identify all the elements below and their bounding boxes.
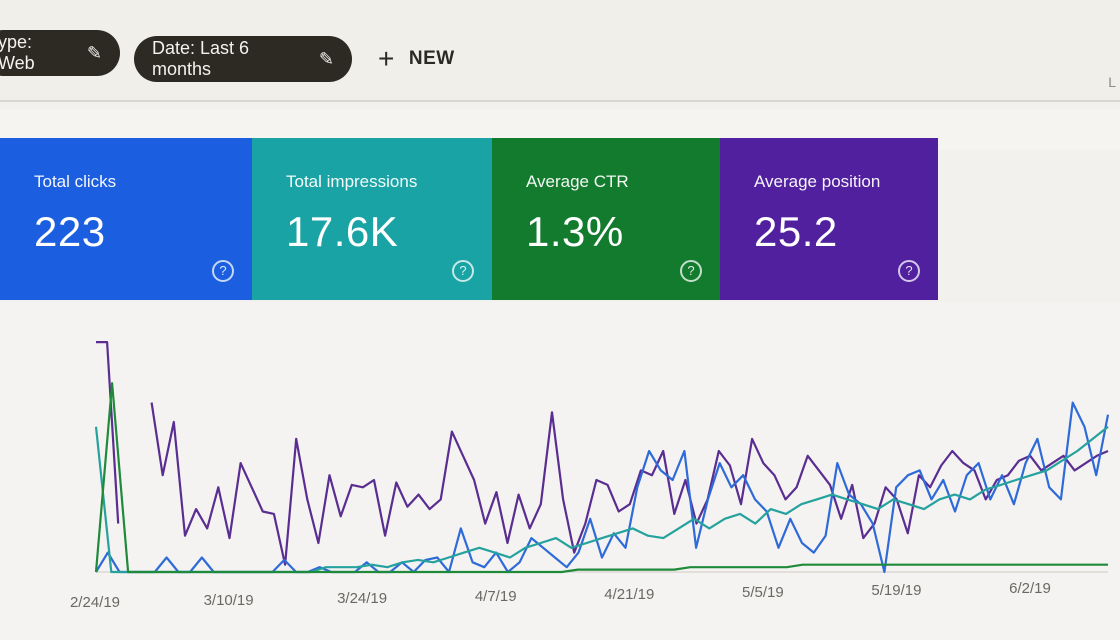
new-filter-button[interactable]: + NEW <box>378 43 455 74</box>
filter-bar: ype: Web ✎ Date: Last 6 months ✎ + NEW L <box>0 0 1120 102</box>
x-tick-label: 4/21/19 <box>604 586 654 603</box>
plus-icon: + <box>378 43 395 74</box>
metric-value: 223 <box>34 208 106 255</box>
x-tick-label: 2/24/19 <box>70 594 120 611</box>
metric-label: Average CTR <box>526 172 629 191</box>
series-line-3 <box>94 425 1109 574</box>
help-icon[interactable]: ? <box>680 260 702 282</box>
help-icon[interactable]: ? <box>212 260 234 282</box>
metric-value: 25.2 <box>754 208 838 255</box>
metric-card-average-ctr[interactable]: Average CTR 1.3% ? <box>492 138 720 300</box>
last-updated-text: L <box>1108 74 1116 90</box>
line-chart: 2/24/19 3/10/19 3/24/19 4/7/19 4/21/19 5/5/19… <box>70 341 1110 611</box>
metric-cards: Total clicks 223 ? Total impressions 17.… <box>0 138 940 302</box>
new-filter-label: NEW <box>408 48 455 69</box>
metric-label: Total clicks <box>34 172 117 191</box>
metric-label: Total impressions <box>286 172 418 191</box>
x-tick-label: 6/2/19 <box>1009 580 1051 597</box>
date-filter-chip[interactable]: Date: Last 6 months ✎ <box>134 36 352 82</box>
date-filter-label: Date: Last 6 months <box>152 38 250 79</box>
help-icon[interactable]: ? <box>898 260 920 282</box>
metric-card-total-impressions[interactable]: Total impressions 17.6K ? <box>252 138 492 300</box>
help-icon[interactable]: ? <box>452 260 474 282</box>
type-filter-chip[interactable]: ype: Web ✎ <box>0 30 120 76</box>
series-line-4 <box>94 382 1108 574</box>
metric-value: 1.3% <box>526 208 624 255</box>
performance-chart: 2/24/19 3/10/19 3/24/19 4/7/19 4/21/19 5/5/19… <box>0 302 1120 640</box>
x-tick-label: 3/24/19 <box>337 590 387 607</box>
metric-value: 17.6K <box>286 208 399 255</box>
type-filter-label: ype: Web <box>0 32 35 73</box>
edit-pencil-icon[interactable]: ✎ <box>318 48 334 69</box>
x-tick-label: 3/10/19 <box>204 592 254 609</box>
series-line-2 <box>95 401 1110 574</box>
series-line-1 <box>96 341 1109 566</box>
metric-label: Average position <box>754 172 881 191</box>
metric-card-total-clicks[interactable]: Total clicks 223 ? <box>0 138 252 300</box>
edit-pencil-icon[interactable]: ✎ <box>86 42 102 63</box>
x-tick-label: 5/5/19 <box>742 584 784 601</box>
x-tick-label: 4/7/19 <box>475 588 517 605</box>
metric-card-average-position[interactable]: Average position 25.2 ? <box>720 138 938 300</box>
x-tick-label: 5/19/19 <box>871 582 921 599</box>
